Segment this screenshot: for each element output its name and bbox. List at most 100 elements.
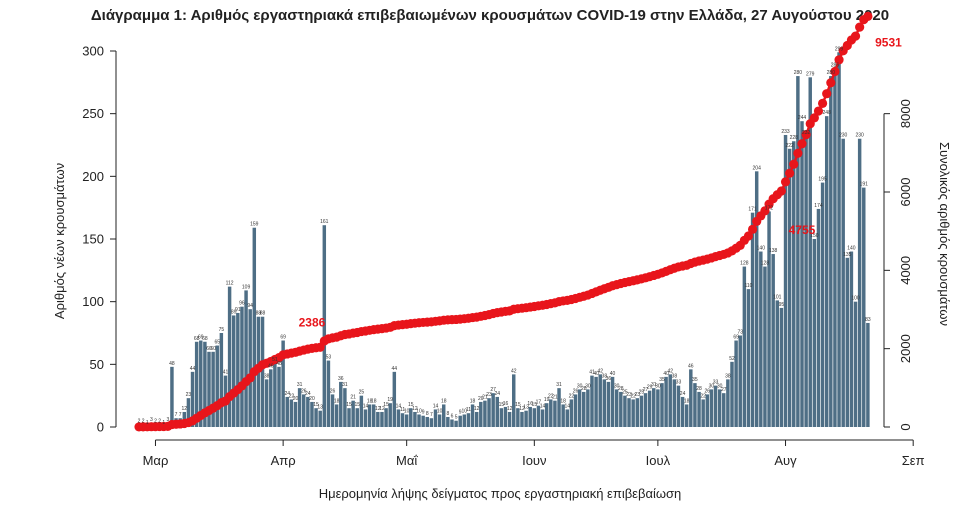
- bar-value-label: 14: [540, 403, 546, 409]
- bar: [367, 404, 372, 427]
- bar-value-label: 24: [680, 391, 686, 397]
- bar-value-label: 19: [544, 397, 550, 403]
- bar: [783, 134, 788, 427]
- bar: [837, 52, 841, 427]
- bar: [437, 414, 442, 427]
- bar-value-label: 28: [581, 386, 587, 392]
- bar: [565, 409, 569, 427]
- bar-value-label: 22: [569, 393, 575, 399]
- bar: [380, 411, 384, 427]
- bar-value-label: 15: [532, 402, 538, 408]
- bar: [717, 389, 722, 427]
- bar: [203, 341, 207, 427]
- bar: [684, 404, 689, 427]
- bar-value-label: 40: [663, 371, 669, 377]
- bar: [590, 375, 594, 427]
- bar-value-label: 138: [769, 248, 778, 254]
- bar-value-label: 14: [433, 403, 439, 409]
- bar: [800, 121, 804, 427]
- x-tick-label: Αυγ: [774, 453, 797, 468]
- bar-value-label: 20: [309, 396, 315, 402]
- bar-value-label: 26: [704, 388, 710, 394]
- bar-value-label: 38: [725, 373, 731, 379]
- bar-value-label: 15: [499, 402, 505, 408]
- bar-value-label: 101: [773, 294, 782, 300]
- bar: [582, 391, 586, 427]
- cumulative-point: [822, 89, 832, 99]
- bar-value-label: 19: [387, 397, 393, 403]
- bar: [199, 340, 203, 427]
- bar: [260, 316, 265, 427]
- bar-value-label: 18: [367, 398, 373, 404]
- bar-value-label: 11: [466, 407, 471, 413]
- bar: [474, 411, 479, 427]
- bar: [713, 385, 718, 427]
- bar-value-label: 94: [247, 303, 253, 309]
- bar: [701, 399, 705, 427]
- bar-value-label: 60: [210, 346, 216, 352]
- bar: [503, 406, 508, 427]
- bar: [796, 76, 800, 427]
- bar-value-label: 30: [614, 383, 620, 389]
- bar: [520, 411, 524, 427]
- bar: [627, 398, 631, 427]
- bar-value-label: 25: [622, 390, 628, 396]
- bar: [388, 403, 392, 427]
- bars-layer: [137, 52, 870, 428]
- bar-value-label: 16: [503, 401, 509, 407]
- bar-value-label: 73: [737, 330, 743, 336]
- bar: [635, 398, 640, 427]
- bar: [816, 208, 821, 427]
- bar: [413, 411, 417, 427]
- cumulative-point: [863, 11, 873, 21]
- bar-value-label: 69: [280, 335, 286, 341]
- bar-value-label: 12: [412, 406, 418, 412]
- bar-value-label: 60: [206, 346, 212, 352]
- bar-value-label: 5: [455, 415, 458, 421]
- bar-value-label: 230: [855, 133, 864, 139]
- bar: [347, 408, 351, 427]
- bar: [227, 286, 232, 427]
- bar: [507, 411, 512, 427]
- bar: [742, 266, 747, 427]
- bar: [586, 389, 590, 427]
- bar: [314, 408, 318, 427]
- y-tick-label: 200: [82, 169, 104, 184]
- bar-value-label: 1: [146, 420, 149, 426]
- bar: [738, 335, 742, 427]
- bar-value-label: 68: [194, 336, 200, 342]
- cumulative-layer: [134, 11, 873, 432]
- bar: [487, 398, 491, 427]
- bar: [322, 225, 327, 427]
- bar: [306, 396, 310, 427]
- bar-value-label: 8: [446, 411, 449, 417]
- bar: [194, 341, 199, 427]
- bar-value-label: 110: [744, 283, 752, 289]
- bar-value-label: 41: [223, 370, 229, 376]
- bar: [647, 390, 652, 427]
- bar: [643, 393, 648, 427]
- cumulative-point: [793, 148, 803, 158]
- bar: [404, 414, 409, 427]
- bar-value-label: 15: [383, 402, 389, 408]
- bar: [812, 239, 817, 427]
- bar-value-label: 140: [847, 246, 856, 252]
- cumulative-value-label: 4755: [789, 223, 816, 237]
- bar-value-label: 23: [626, 392, 632, 398]
- bar: [326, 360, 331, 427]
- bar-value-label: 12: [507, 406, 513, 412]
- bar-value-label: 88: [256, 311, 262, 317]
- bar: [372, 404, 376, 427]
- bar: [248, 309, 252, 427]
- bar-value-label: 31: [556, 382, 562, 388]
- cumulative-value-label: 9531: [875, 36, 902, 50]
- bar-value-label: 48: [169, 361, 175, 367]
- bar: [186, 398, 191, 427]
- bar: [351, 400, 355, 427]
- bar-value-label: 38: [602, 373, 608, 379]
- bar: [421, 415, 425, 427]
- bar: [544, 403, 549, 427]
- bar-value-label: 15: [313, 402, 319, 408]
- bar: [602, 379, 607, 427]
- bar: [553, 400, 557, 427]
